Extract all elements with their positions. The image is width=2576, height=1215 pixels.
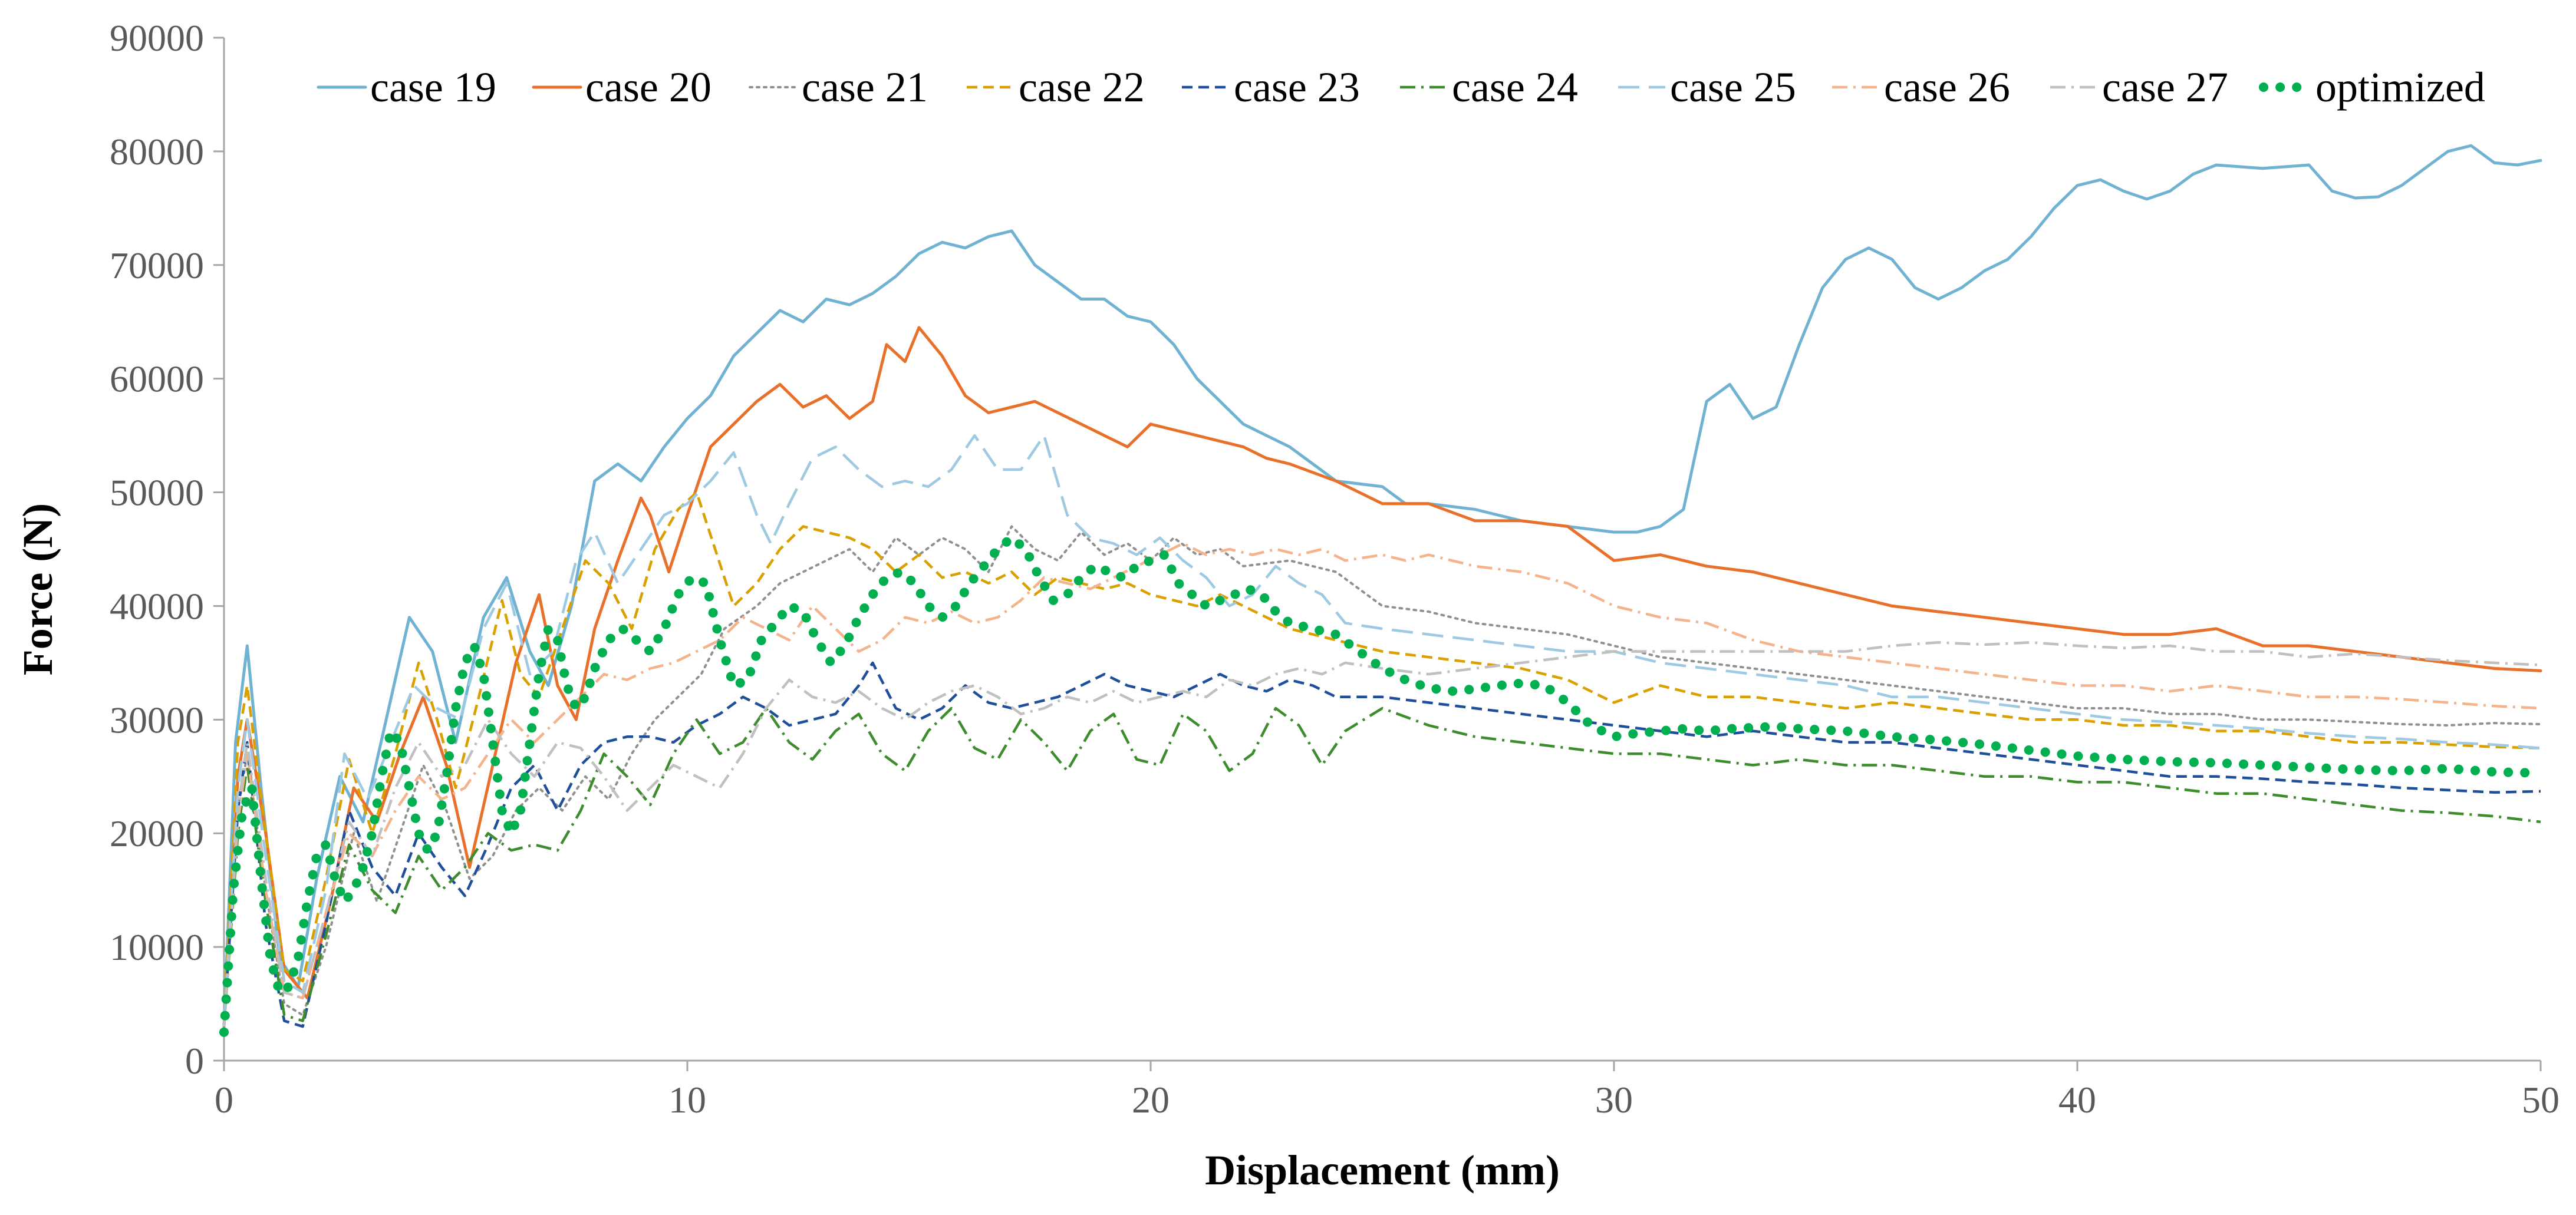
series-line-optimized — [219, 533, 2545, 1037]
y-tick-label: 50000 — [110, 472, 204, 514]
y-tick-label: 70000 — [110, 245, 204, 286]
y-tick-label: 90000 — [110, 17, 204, 59]
x-tick-label: 20 — [1132, 1079, 1170, 1121]
series-line-case-24 — [222, 706, 2541, 1027]
y-axis-title: Force (N) — [14, 503, 61, 676]
series-line-case-20 — [222, 326, 2542, 1028]
legend-item-case-20: case 20 — [532, 64, 711, 111]
legend-label: optimized — [2315, 64, 2485, 111]
series-line-case-23 — [222, 661, 2541, 1028]
legend: case 19 case 20 case 21 case 22 case 23 case … — [317, 64, 2485, 111]
x-axis-title: Displacement (mm) — [1205, 1147, 1560, 1194]
y-tick-label: 60000 — [110, 358, 204, 400]
legend-item-case-26: case 26 — [1832, 64, 2010, 111]
legend-item-case-25: case 25 — [1618, 64, 1796, 111]
series-line-case-27 — [222, 640, 2541, 1027]
x-tick-label: 50 — [2522, 1079, 2559, 1121]
legend-label: case 20 — [585, 64, 711, 111]
y-tick-label: 40000 — [110, 585, 204, 627]
series-line-case-22 — [222, 491, 2541, 1027]
axes: 0 10000 20000 30000 40000 50000 60000 70000 8000… — [110, 17, 2559, 1121]
legend-label: case 21 — [802, 64, 928, 111]
x-tick-label: 10 — [668, 1079, 706, 1121]
legend-item-optimized: optimized — [2259, 64, 2485, 111]
y-tick-label: 80000 — [110, 131, 204, 173]
legend-item-case-22: case 22 — [967, 64, 1145, 111]
y-tick-label: 0 — [185, 1040, 204, 1082]
x-tick-label: 0 — [215, 1079, 233, 1121]
legend-label: case 26 — [1884, 64, 2010, 111]
x-tick-label: 40 — [2058, 1079, 2096, 1121]
legend-item-case-19: case 19 — [317, 64, 496, 111]
series-line-case-19 — [222, 144, 2542, 1028]
legend-item-case-27: case 27 — [2050, 64, 2228, 111]
legend-item-case-21: case 21 — [749, 64, 928, 111]
series-layer — [219, 144, 2545, 1037]
y-tick-label: 10000 — [110, 926, 204, 968]
y-tick-label: 20000 — [110, 813, 204, 854]
legend-label: case 27 — [2102, 64, 2228, 111]
series-line-case-26 — [222, 542, 2541, 1027]
legend-item-case-23: case 23 — [1182, 64, 1360, 111]
legend-item-case-24: case 24 — [1400, 64, 1578, 111]
x-tick-label: 30 — [1595, 1079, 1633, 1121]
legend-label: case 22 — [1019, 64, 1145, 111]
legend-label: case 25 — [1670, 64, 1796, 111]
legend-label: case 19 — [370, 64, 496, 111]
legend-label: case 23 — [1234, 64, 1360, 111]
legend-label: case 24 — [1452, 64, 1578, 111]
series-line-case-25 — [222, 434, 2541, 1027]
series-line-case-21 — [223, 525, 2542, 1028]
y-tick-label: 30000 — [110, 699, 204, 741]
